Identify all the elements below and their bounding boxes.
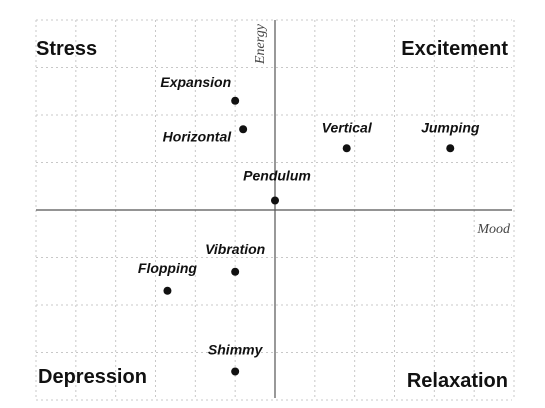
quadrant-label-excitement: Excitement (401, 38, 508, 60)
x-axis-label: Mood (476, 222, 511, 237)
axes (36, 20, 512, 398)
quadrant-label-depression: Depression (38, 366, 147, 388)
data-points: Expansion Horizontal Vertical Jumping Pendul… (138, 74, 480, 376)
data-point-expansion (231, 96, 240, 105)
point-label-shimmy: Shimmy (208, 342, 264, 358)
data-point-pendulum (271, 196, 279, 205)
point-label-pendulum: Pendulum (243, 168, 311, 184)
y-axis-label: Energy (253, 23, 268, 65)
data-point-flopping (163, 286, 172, 295)
point-label-horizontal: Horizontal (163, 128, 233, 144)
point-label-vibration: Vibration (205, 241, 265, 257)
data-point-vertical (342, 144, 351, 153)
point-label-jumping: Jumping (421, 119, 480, 135)
quadrant-label-stress: Stress (36, 38, 97, 60)
point-label-vertical: Vertical (322, 119, 373, 135)
point-label-expansion: Expansion (160, 74, 231, 90)
data-point-horizontal (239, 125, 248, 134)
quadrant-label-relaxation: Relaxation (407, 370, 508, 392)
data-point-shimmy (231, 367, 240, 376)
grid-lines (35, 19, 515, 401)
data-point-jumping (446, 144, 455, 153)
point-label-flopping: Flopping (138, 260, 198, 276)
data-point-vibration (231, 267, 240, 276)
